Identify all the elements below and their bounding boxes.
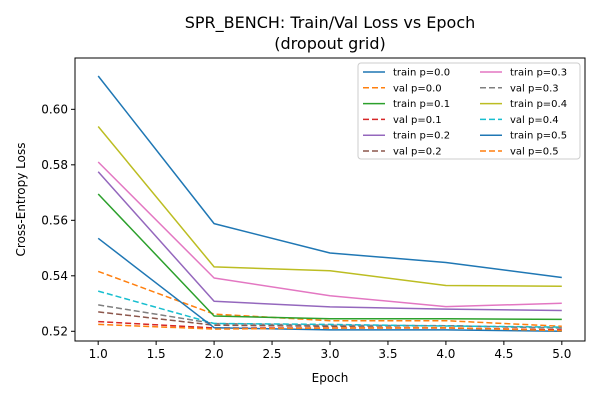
y-tick-label: 0.54: [41, 269, 68, 283]
x-tick-label: 1.5: [147, 347, 166, 361]
x-tick-label: 2.5: [262, 347, 281, 361]
y-tick-label: 0.60: [41, 102, 68, 116]
legend-label-9: val p=0.4: [510, 115, 559, 126]
series-line-1: [97, 270, 562, 328]
series-line-8: [97, 126, 562, 288]
x-tick-label: 2.0: [205, 347, 224, 361]
chart-title-line-2: (dropout grid): [274, 34, 385, 53]
y-tick-label: 0.56: [41, 213, 68, 227]
series-line-9: [97, 290, 562, 328]
x-tick-label: 1.0: [89, 347, 108, 361]
legend-label-0: train p=0.0: [393, 68, 450, 79]
x-tick-label: 4.0: [436, 347, 455, 361]
legend-label-3: val p=0.1: [393, 115, 442, 126]
series-line-4: [97, 171, 562, 312]
chart-title-line-1: SPR_BENCH: Train/Val Loss vs Epoch: [185, 13, 476, 33]
series-line-0: [97, 75, 562, 279]
legend-frame: [357, 62, 581, 160]
legend-label-5: val p=0.2: [393, 147, 442, 158]
legend-label-11: val p=0.5: [510, 147, 559, 158]
x-tick-label: 4.5: [494, 347, 513, 361]
series-line-2: [97, 193, 562, 321]
y-tick-label: 0.52: [41, 324, 68, 338]
x-tick-label: 3.5: [378, 347, 397, 361]
legend: train p=0.0 val p=0.0 train p=0.1 val p=0.1…: [357, 62, 581, 160]
series-line-3: [98, 320, 562, 331]
ticks-layer: 1.0 1.5 2.0 2.5 3.0 3.5 4.0 4.5 5.0 0.52 0.54 0.56 0…: [41, 102, 571, 361]
series-line-11: [98, 323, 562, 332]
legend-label-2: train p=0.1: [393, 99, 450, 110]
legend-label-7: val p=0.3: [510, 83, 559, 94]
x-axis-label: Epoch: [312, 371, 349, 385]
legend-label-4: train p=0.2: [393, 131, 450, 142]
legend-label-6: train p=0.3: [510, 68, 567, 79]
legend-label-10: train p=0.5: [510, 131, 567, 142]
legend-label-1: val p=0.0: [393, 83, 442, 94]
series-line-10: [97, 237, 562, 333]
y-axis-label: Cross-Entropy Loss: [14, 143, 28, 257]
y-tick-label: 0.58: [41, 158, 68, 172]
series-line-6: [97, 161, 562, 308]
x-tick-label: 3.0: [320, 347, 339, 361]
plot-area-frame: [74, 57, 586, 342]
legend-label-8: train p=0.4: [510, 99, 567, 110]
series-layer: [97, 75, 562, 333]
x-tick-label: 5.0: [552, 347, 571, 361]
